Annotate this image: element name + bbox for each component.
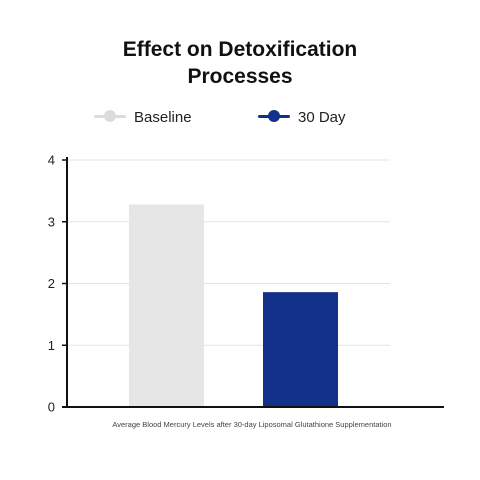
chart-legend: Baseline 30 Day	[0, 104, 480, 130]
bar-baseline	[129, 204, 204, 407]
legend-marker-baseline	[94, 104, 126, 130]
legend-item-baseline: Baseline	[94, 104, 192, 130]
y-tick-label-1: 1	[48, 338, 55, 353]
bar-30-day	[263, 292, 338, 407]
chart-title-line-1: Effect on Detoxification	[122, 38, 358, 61]
y-tick-label-2: 2	[48, 276, 55, 291]
y-tick-label-3: 3	[48, 214, 55, 229]
legend-label-baseline: Baseline	[134, 108, 192, 126]
legend-label-30-day: 30 Day	[298, 108, 346, 126]
x-axis-label: Average Blood Mercury Levels after 30-da…	[112, 420, 391, 429]
y-tick-label-0: 0	[48, 400, 55, 415]
legend-item-30-day: 30 Day	[258, 104, 346, 130]
y-tick-label-4: 4	[48, 153, 55, 168]
legend-marker-30-day	[258, 104, 290, 130]
chart-title: Effect on Detoxification Processes	[40, 36, 440, 90]
chart-title-line-2: Processes	[187, 65, 293, 88]
